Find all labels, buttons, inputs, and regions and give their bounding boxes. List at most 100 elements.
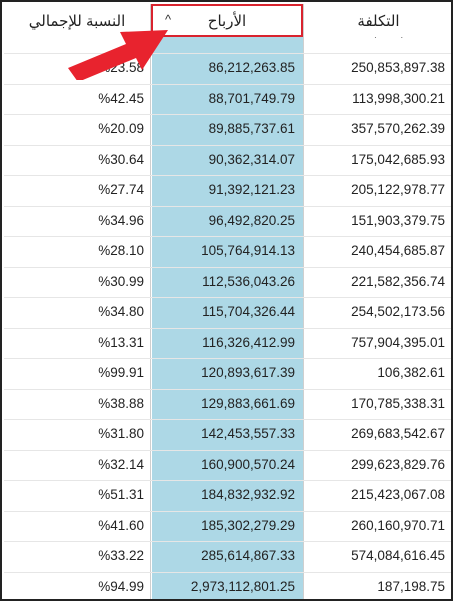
cost-cell: 187,198.75: [377, 578, 445, 594]
profit-cell: 96,492,820.25: [208, 212, 295, 228]
profit-cell: 105,764,914.13: [201, 243, 295, 258]
red-arrow-icon: [68, 30, 168, 80]
profit-cell: 88,701,749.79: [208, 90, 295, 106]
row-divider: [4, 388, 451, 390]
profit-cell: 120,893,617.39: [201, 365, 295, 380]
row-divider: [4, 144, 451, 146]
profit-cell: 142,453,557.33: [201, 426, 295, 441]
pct-cell: %13.31: [98, 334, 144, 350]
cost-cell: 215,423,067.08: [351, 487, 445, 502]
column-divider[interactable]: [150, 4, 151, 599]
profit-cell: 185,302,279.29: [201, 517, 295, 533]
column-header-pct-label: النسبة للإجمالي: [28, 12, 126, 30]
chevron-up-icon[interactable]: ^: [165, 12, 172, 27]
profit-cell: 2,973,112,801.25: [190, 578, 295, 594]
table-row[interactable]: %42.45 88,701,749.79 113,998,300.21: [4, 83, 451, 115]
pct-cell: %31.80: [98, 426, 144, 441]
table-row[interactable]: %30.64 90,362,314.07 175,042,685.93: [4, 144, 451, 176]
cost-cell: 151,903,379.75: [351, 212, 445, 228]
pct-cell: %94.99: [98, 578, 144, 594]
row-divider: [4, 358, 451, 359]
pct-cell: %51.31: [98, 487, 144, 502]
row-divider: [4, 419, 451, 420]
cost-cell: 98,937,992.42: [304, 37, 445, 47]
profit-cell: 91,392,121.23: [208, 182, 295, 197]
pct-cell: %42.45: [98, 90, 144, 106]
cost-cell: 757,904,395.01: [351, 334, 445, 350]
cost-cell: 254,502,173.56: [351, 304, 445, 319]
profit-cell: 90,362,314.07: [208, 151, 295, 167]
cost-cell: 170,785,338.31: [351, 395, 445, 411]
cost-cell: 240,454,685.87: [351, 243, 445, 258]
profit-cell: 116,326,412.99: [202, 334, 295, 350]
table-row-partial[interactable]: %98.37 98,937,992.42: [4, 37, 451, 49]
pct-cell: %28.10: [98, 243, 144, 258]
profit-cell: 115,704,326.44: [202, 304, 295, 319]
row-divider: [4, 571, 451, 573]
table-row[interactable]: %51.31 184,832,932.92 215,423,067.08: [4, 480, 451, 511]
column-header-cost-label: التكلفة: [357, 12, 400, 30]
profit-cell: 160,900,570.24: [201, 456, 295, 472]
pct-cell: %98.37: [4, 37, 144, 47]
row-divider: [4, 236, 451, 237]
row-divider: [4, 83, 451, 85]
cost-cell: 357,570,262.39: [351, 121, 445, 136]
cost-cell: 106,382.61: [377, 365, 445, 380]
profit-cell: 112,536,043.26: [202, 273, 295, 289]
row-divider: [4, 327, 451, 329]
table-row[interactable]: %13.31 116,326,412.99 757,904,395.01: [4, 327, 451, 359]
cost-cell: 113,998,300.21: [352, 90, 445, 106]
profit-cell: 184,832,932.92: [201, 487, 295, 502]
cost-cell: 260,160,970.71: [351, 517, 445, 533]
table-row[interactable]: %27.74 91,392,121.23 205,122,978.77: [4, 175, 451, 206]
table-row[interactable]: %32.14 160,900,570.24 299,623,829.76: [4, 449, 451, 481]
row-divider: [4, 205, 451, 207]
table-row[interactable]: %41.60 185,302,279.29 260,160,970.71: [4, 510, 451, 542]
row-divider: [4, 266, 451, 268]
pct-cell: %38.88: [98, 395, 144, 411]
table-row[interactable]: %20.09 89,885,737.61 357,570,262.39: [4, 114, 451, 145]
row-divider: [4, 510, 451, 512]
table-row[interactable]: %34.80 115,704,326.44 254,502,173.56: [4, 297, 451, 328]
row-divider: [4, 449, 451, 451]
cost-cell: 299,623,829.76: [351, 456, 445, 472]
profit-cell: 89,885,737.61: [208, 121, 295, 136]
row-divider: [4, 297, 451, 298]
table-row[interactable]: %30.99 112,536,043.26 221,582,356.74: [4, 266, 451, 298]
table-row[interactable]: %31.80 142,453,557.33 269,683,542.67: [4, 419, 451, 450]
column-header-cost[interactable]: التكلفة: [304, 4, 451, 37]
table-row[interactable]: %99.91 120,893,617.39 106,382.61: [4, 358, 451, 389]
table-row[interactable]: %34.96 96,492,820.25 151,903,379.75: [4, 205, 451, 237]
cost-cell: 205,122,978.77: [351, 182, 445, 197]
row-divider: [4, 480, 451, 481]
pct-cell: %34.96: [98, 212, 144, 228]
column-header-pct[interactable]: النسبة للإجمالي: [4, 4, 150, 37]
profit-cell: 129,883,661.69: [201, 395, 295, 411]
table-row[interactable]: %23.58 86,212,263.85 250,853,897.38: [4, 53, 451, 84]
table-row[interactable]: %28.10 105,764,914.13 240,454,685.87: [4, 236, 451, 267]
table-row[interactable]: %33.22 285,614,867.33 574,084,616.45: [4, 541, 451, 572]
cost-cell: 574,084,616.45: [351, 548, 445, 563]
pct-cell: %34.80: [98, 304, 144, 319]
table-row[interactable]: %94.99 2,973,112,801.25 187,198.75: [4, 571, 451, 600]
table-row[interactable]: %38.88 129,883,661.69 170,785,338.31: [4, 388, 451, 420]
column-divider[interactable]: [303, 4, 304, 599]
column-header-profit[interactable]: ^ الأرباح: [151, 4, 303, 37]
row-divider: [4, 541, 451, 542]
row-divider: [4, 53, 451, 54]
pct-cell: %32.14: [98, 456, 144, 472]
pct-cell: %30.99: [98, 273, 144, 289]
profit-column-highlight: [152, 37, 303, 599]
pct-cell: %30.64: [98, 151, 144, 167]
cost-cell: 269,683,542.67: [351, 426, 445, 441]
cost-cell: 175,042,685.93: [351, 151, 445, 167]
pct-cell: %99.91: [98, 365, 144, 380]
pct-cell: %33.22: [98, 548, 144, 563]
pct-cell: %27.74: [98, 182, 144, 197]
column-header-profit-label: الأرباح: [207, 12, 247, 30]
row-divider: [4, 175, 451, 176]
row-divider: [4, 114, 451, 115]
profit-cell: 86,212,263.85: [208, 60, 295, 75]
cost-cell: 221,582,356.74: [351, 273, 445, 289]
